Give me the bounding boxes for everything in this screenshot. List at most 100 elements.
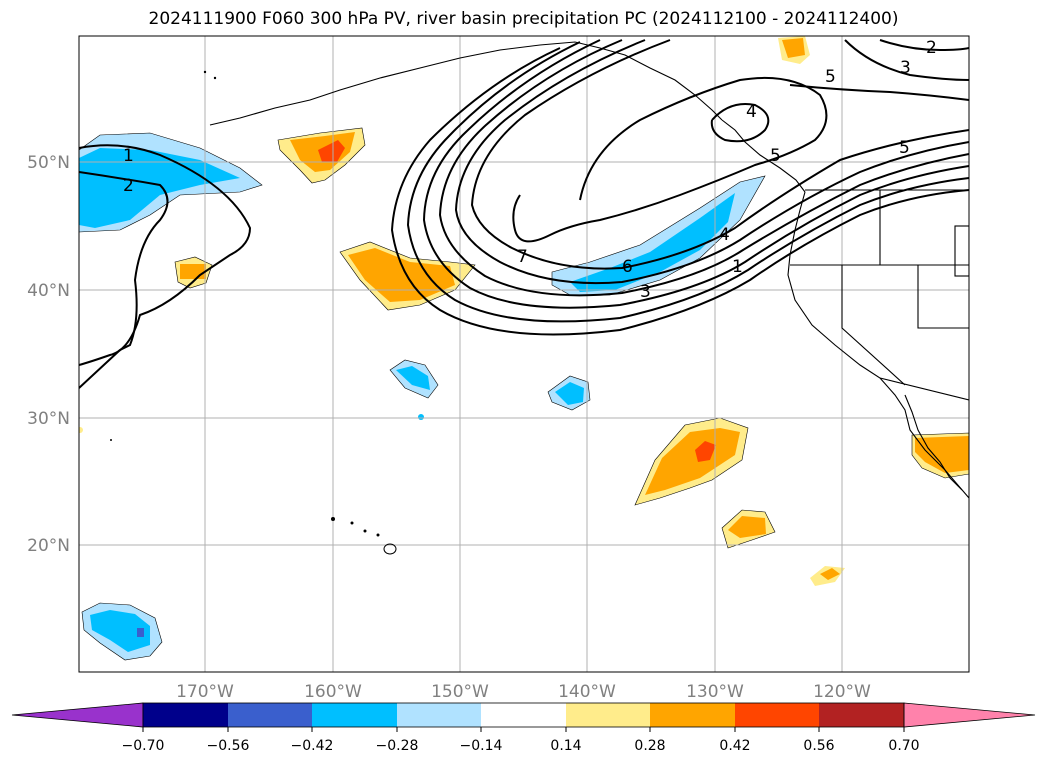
contour-top-3 bbox=[844, 39, 969, 81]
bc-coast bbox=[721, 119, 806, 193]
graticule bbox=[79, 36, 969, 672]
contour-label: 5 bbox=[770, 146, 781, 166]
colorbar-outline bbox=[142, 702, 905, 728]
colorbar: −0.70 −0.56 −0.42 −0.28 −0.14 0.14 0.28 … bbox=[11, 702, 1036, 754]
colorbar-tick-label: 0.28 bbox=[634, 738, 665, 754]
pos-region-mid-1-core bbox=[348, 248, 455, 302]
colorbar-tick-label: 0.70 bbox=[888, 738, 919, 754]
islands bbox=[110, 70, 397, 555]
colorbar-tick-label: 0.14 bbox=[550, 738, 581, 754]
contour-label: 4 bbox=[719, 225, 730, 245]
pos-region-north-1-peak bbox=[318, 140, 345, 162]
aleutian-3 bbox=[110, 439, 112, 441]
neg-region-south-core bbox=[555, 382, 584, 405]
pos-region-south-1-core bbox=[645, 428, 740, 495]
contour-top-2 bbox=[879, 39, 969, 52]
contour-label: 5 bbox=[825, 67, 836, 87]
contour-7 bbox=[512, 76, 828, 243]
state-border-4 bbox=[841, 265, 906, 386]
colorbar-tick-labels: −0.70 −0.56 −0.42 −0.28 −0.14 0.14 0.28 … bbox=[122, 738, 920, 754]
hawaii-4 bbox=[376, 533, 380, 537]
contour-b bbox=[406, 41, 969, 323]
colorbar-segment bbox=[312, 703, 397, 727]
alaska-coast bbox=[209, 41, 723, 126]
contour-label: 7 bbox=[517, 247, 528, 267]
hawaii-1 bbox=[331, 517, 335, 521]
contour-1-west bbox=[79, 144, 252, 366]
contour-label: 2 bbox=[123, 176, 134, 196]
hawaii-2 bbox=[350, 521, 354, 525]
lat-label: 40°N bbox=[27, 281, 70, 301]
colorbar-segment bbox=[650, 703, 735, 727]
contour-e bbox=[454, 39, 969, 285]
lon-label: 130°W bbox=[686, 682, 744, 702]
contour-label: 3 bbox=[640, 282, 651, 302]
coastlines bbox=[209, 41, 969, 499]
colorbar-ticks bbox=[142, 727, 905, 732]
neg-region-small bbox=[418, 414, 424, 420]
lon-label: 140°W bbox=[558, 682, 616, 702]
colorbar-tick-label: −0.14 bbox=[460, 738, 503, 754]
lat-label: 30°N bbox=[27, 409, 70, 429]
lon-label: 160°W bbox=[304, 682, 362, 702]
pos-region-south-1-peak bbox=[695, 441, 716, 462]
contour-f bbox=[470, 39, 969, 270]
colorbar-extend-high bbox=[903, 702, 1036, 728]
mexico-border bbox=[879, 377, 969, 401]
pos-region-small-1-core bbox=[180, 264, 206, 279]
contour-top-5 bbox=[789, 84, 969, 101]
colorbar-tick-label: 0.56 bbox=[803, 738, 834, 754]
coast-box bbox=[954, 225, 969, 277]
contour-c bbox=[422, 39, 969, 309]
contour-d bbox=[438, 39, 969, 297]
colorbar-segment bbox=[735, 703, 819, 727]
neg-region-west-core bbox=[79, 148, 240, 228]
contour-label-group: 1 2 2 3 5 4 5 5 7 6 3 4 1 bbox=[123, 38, 937, 302]
colorbar-tick-label: −0.56 bbox=[207, 738, 250, 754]
contour-label: 1 bbox=[732, 257, 743, 277]
lat-label: 50°N bbox=[27, 153, 70, 173]
lon-label: 120°W bbox=[813, 682, 871, 702]
state-border-3 bbox=[917, 265, 969, 329]
contour-label: 1 bbox=[123, 146, 134, 166]
colorbar-segment bbox=[143, 703, 228, 727]
shaded-regions bbox=[79, 36, 969, 661]
lat-label: 20°N bbox=[27, 536, 70, 556]
colorbar-segment bbox=[566, 703, 650, 727]
baja-peninsula bbox=[904, 394, 963, 491]
colorbar-extend-low bbox=[11, 702, 144, 728]
contour-label: 4 bbox=[746, 102, 757, 122]
neg-region-sw-core bbox=[90, 610, 150, 652]
pos-region-north-2-core bbox=[782, 38, 805, 58]
neg-region-mid-core bbox=[396, 366, 430, 390]
map-area bbox=[79, 36, 969, 672]
map-frame bbox=[78, 35, 970, 673]
neg-region-sw-peak bbox=[137, 628, 144, 637]
colorbar-segment bbox=[481, 703, 566, 727]
pos-region-south-2-core bbox=[728, 516, 766, 538]
hawaii-3 bbox=[363, 529, 367, 533]
pos-region-south-3-core bbox=[820, 568, 840, 580]
pos-region-baja-core bbox=[915, 436, 969, 473]
pos-region-tiny bbox=[79, 427, 83, 433]
contour-2-west bbox=[79, 171, 169, 389]
colorbar-tick-label: −0.28 bbox=[376, 738, 419, 754]
colorbar-segment bbox=[397, 703, 481, 727]
hawaii-5 bbox=[383, 543, 397, 555]
lon-label: 170°W bbox=[176, 682, 234, 702]
aleutian-2 bbox=[213, 76, 217, 80]
contour-4-loop bbox=[710, 103, 770, 143]
colorbar-tick-label: −0.42 bbox=[291, 738, 334, 754]
contour-label: 2 bbox=[926, 38, 937, 58]
lat-labels: 50°N 40°N 30°N 20°N bbox=[27, 153, 70, 556]
pv-contours bbox=[79, 39, 969, 389]
contour-label: 3 bbox=[900, 58, 911, 78]
lon-labels: 170°W 160°W 150°W 140°W 130°W 120°W bbox=[176, 682, 871, 702]
map-title: 2024111900 F060 300 hPa PV, river basin … bbox=[148, 9, 899, 29]
colorbar-segment bbox=[819, 703, 904, 727]
colorbar-segment bbox=[228, 703, 312, 727]
contour-a bbox=[390, 47, 969, 336]
lon-label: 150°W bbox=[431, 682, 489, 702]
